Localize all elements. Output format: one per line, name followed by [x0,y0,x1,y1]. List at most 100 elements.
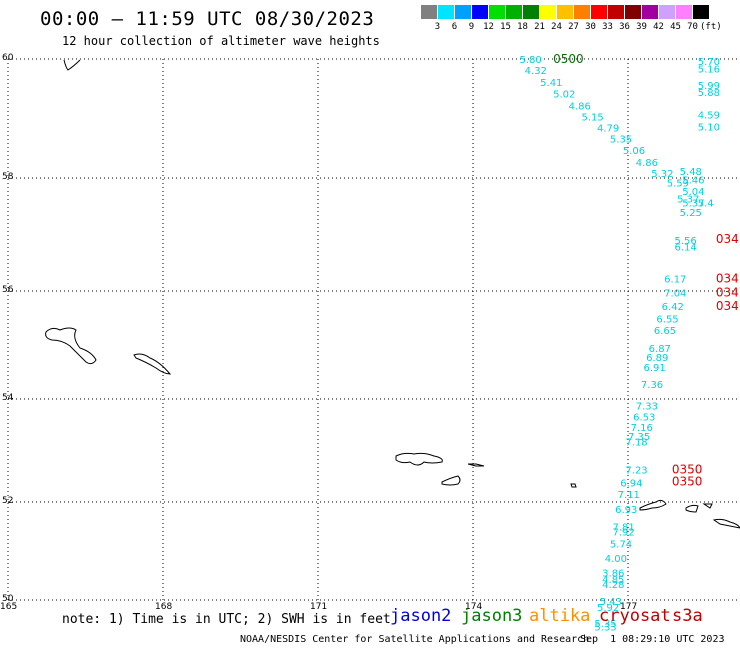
small-island-5 [712,518,740,529]
wave-height-label: 6.55 [656,314,678,325]
wave-height-label: 7.33 [636,401,658,412]
wave-height-label: 6.53 [633,413,655,424]
coastline [45,59,740,529]
legend-label: 36 [619,22,630,32]
wave-height-label: 6.17 [664,275,686,286]
legend-swatch [642,5,659,19]
legend-swatch [676,5,693,19]
small-island-4 [702,503,713,509]
lon-tick-label: 177 [620,602,638,612]
legend-label: 12 [483,22,494,32]
small-island-2 [570,483,577,488]
wave-height-label: 5.43 [600,597,622,608]
wave-height-label: 5.59 [667,178,689,189]
legend-label: 70 [687,22,698,32]
wave-height-label: 5.15 [582,112,604,123]
wave-height-label: 5.48 [680,167,702,178]
lat-tick-label: 58 [2,172,14,182]
time-label: 0350 [672,475,703,489]
time-label: 034 [716,299,739,313]
wave-height-label: 5.99 [698,81,720,92]
legend-swatch [693,5,710,19]
wave-height-label: 4.85 [602,575,624,586]
legend-swatch [659,5,676,19]
wave-height-label: 5.46 [682,176,704,187]
legend-swatch [455,5,472,19]
time-label: 0500 [553,52,584,66]
page-title: 00:00 – 11:59 UTC 08/30/2023 [40,8,375,30]
wave-height-label: 7.35 [628,432,650,443]
wave-height-label: 4.00 [605,554,627,565]
legend-label: 21 [534,22,545,32]
wave-height-label: 7.16 [631,423,653,434]
legend-label: 45 [670,22,681,32]
time-label: 034 [716,285,739,299]
legend-label: 33 [602,22,613,32]
wave-height-label: 5.10 [698,122,720,133]
credit-text: NOAA/NESDIS Center for Satellite Applica… [240,634,590,645]
lat-tick-label: 50 [2,594,14,604]
satellite-s3a: s3a [672,606,703,626]
wave-height-label: 6.14 [675,242,697,253]
medny-island [133,353,172,375]
wave-height-label: 4.86 [636,158,658,169]
wave-height-label: 5.74 [610,540,632,551]
legend-swatch [540,5,557,19]
page-subtitle: 12 hour collection of altimeter wave hei… [62,34,380,48]
wave-height-label: 6.87 [649,344,671,355]
wave-height-label: 5.02 [553,90,575,101]
wave-height-label: 5.92 [597,603,619,614]
wave-height-label: 5.56 [675,236,697,247]
wave-height-label: 6.91 [644,363,666,374]
wave-height-label: 6.65 [654,326,676,337]
wave-height-label: 5.06 [623,146,645,157]
wave-height-label: 5.35 [594,619,616,630]
wave-height-label: 5.37 [677,194,699,205]
wave-height-label: 5.25 [680,208,702,219]
satellite-cryosat: cryosat [599,606,671,626]
legend-swatch [421,5,438,19]
lat-tick-label: 52 [2,496,14,506]
legend-label: 18 [517,22,528,32]
lat-tick-label: 54 [2,393,14,403]
agattu-island [441,475,461,486]
wave-height-label: 5.80 [520,55,542,66]
wave-height-label: 4.79 [597,124,619,135]
lat-tick-label: 60 [2,53,14,63]
legend-swatch [557,5,574,19]
wave-height-label: 5.70 [698,57,720,68]
time-label: 034 [716,232,739,246]
wave-height-label: 5.33 [594,622,616,633]
wave-height-label: 7.36 [641,380,663,391]
measurement-labels: 5.804.325.415.024.865.154.795.355.064.86… [520,55,721,633]
wave-height-label: 5.04 [682,187,704,198]
wave-height-label: 4.59 [698,111,720,122]
legend-unit: (ft) [700,22,722,32]
time-label: 0350 [672,463,703,477]
wave-height-label: 4.28 [602,580,624,591]
wave-height-label: 4.32 [525,66,547,77]
satellite-jason2: jason2 [390,606,452,626]
wave-height-label: 7.04 [664,288,686,299]
legend-label: 15 [500,22,511,32]
legend-swatch [438,5,455,19]
legend-swatch [608,5,625,19]
attu-island [395,452,443,466]
legend-label: 9 [468,22,475,32]
bering-island [45,327,97,365]
wave-height-label: 5.88 [698,88,720,99]
satellite-altika: altika [529,606,591,626]
legend-label: 42 [653,22,664,32]
lon-tick-label: 165 [0,602,18,612]
wave-height-label: 5.4 [698,198,714,209]
wave-height-label: 7.18 [625,437,647,448]
footer-note: note: 1) Time is in UTC; 2) SWH is in fe… [62,612,391,627]
legend-label: 6 [451,22,458,32]
wave-height-label: 6.94 [620,479,642,490]
wave-height-label: 6.42 [662,302,684,313]
legend-label: 30 [585,22,596,32]
wave-height-label: 5.32 [651,169,673,180]
rat-islands [639,499,667,511]
